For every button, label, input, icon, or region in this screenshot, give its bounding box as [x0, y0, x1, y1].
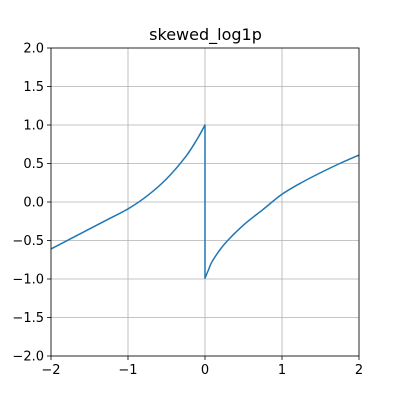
y-tick-label: 1.0: [23, 119, 44, 134]
x-tick-label: 2: [355, 363, 363, 378]
x-axis: −2 −1 0 1 2: [41, 356, 363, 378]
y-tick-label: 2.0: [23, 42, 44, 57]
y-tick-label: −2.0: [12, 350, 44, 365]
x-tick-label: −2: [41, 363, 60, 378]
x-tick-label: 0: [201, 363, 209, 378]
chart-title: skewed_log1p: [149, 25, 262, 45]
series-layer: [50, 124, 360, 279]
y-tick-label: −1.5: [12, 311, 44, 326]
y-tick-label: −1.0: [12, 273, 44, 288]
y-tick-label: 0.5: [23, 157, 44, 172]
y-axis: −2.0 −1.5 −1.0 −0.5 0.0 0.5 1.0 1.5 2.0: [12, 42, 51, 365]
series-line: [50, 124, 360, 279]
x-tick-label: −1: [118, 363, 137, 378]
y-tick-label: −0.5: [12, 234, 44, 249]
y-tick-label: 1.5: [23, 80, 44, 95]
y-tick-label: 0.0: [23, 196, 44, 211]
x-tick-label: 1: [278, 363, 286, 378]
